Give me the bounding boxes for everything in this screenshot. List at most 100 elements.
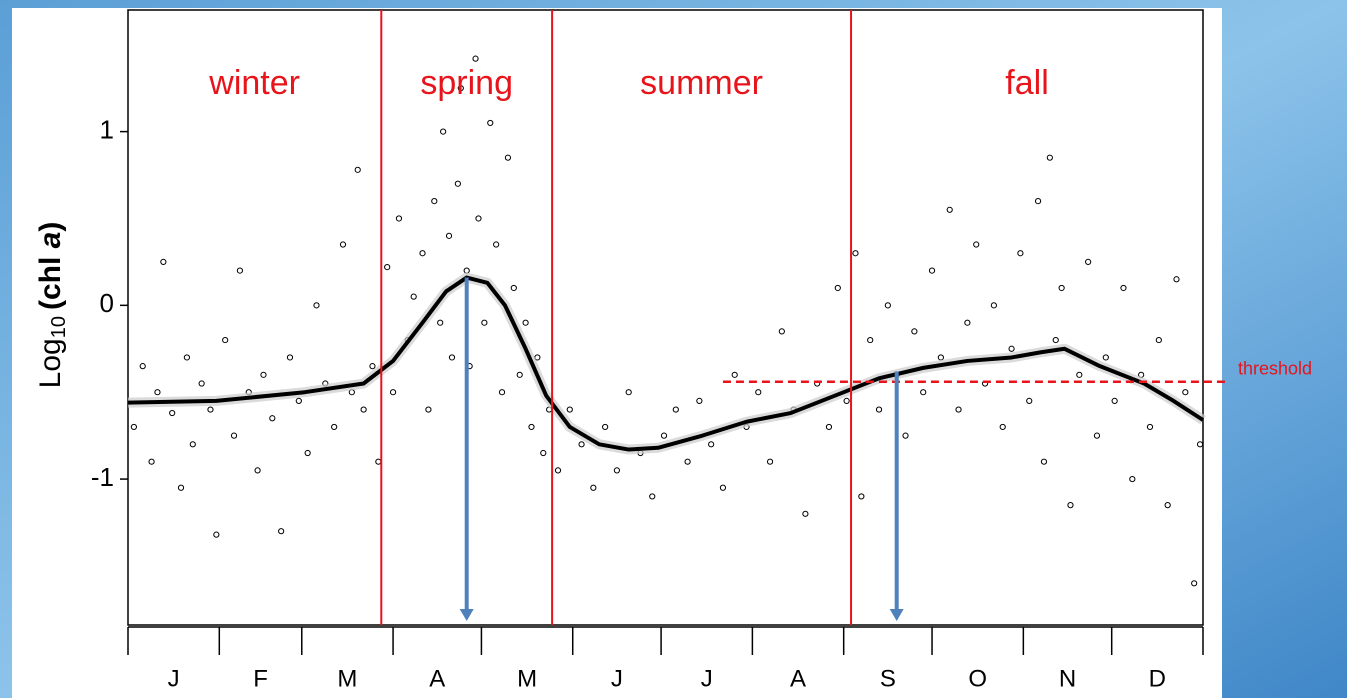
data-point: [852, 250, 859, 257]
data-point: [672, 406, 679, 413]
y-label-base: Log: [34, 338, 67, 388]
data-point: [1155, 336, 1162, 344]
data-point: [875, 406, 883, 413]
data-point: [295, 397, 302, 404]
data-point: [1052, 336, 1059, 344]
x-tick-label: N: [1059, 665, 1076, 692]
data-point: [213, 531, 220, 538]
data-point: [1173, 276, 1180, 283]
data-point: [1034, 198, 1042, 205]
data-point: [169, 409, 176, 417]
data-point: [731, 371, 738, 378]
data-point: [613, 467, 621, 474]
x-tick-label: A: [790, 665, 806, 692]
data-point: [475, 215, 482, 222]
y-axis-label: Log10 (chl a): [34, 222, 70, 389]
data-point: [602, 423, 609, 431]
data-point: [843, 397, 850, 404]
data-point: [660, 432, 668, 439]
data-point: [755, 389, 762, 396]
data-point: [1164, 502, 1171, 509]
data-point: [766, 458, 774, 465]
data-point: [858, 493, 865, 500]
data-point: [177, 484, 185, 491]
data-point: [313, 302, 320, 309]
data-point: [510, 284, 517, 292]
data-point: [154, 389, 161, 396]
x-tick-label: A: [429, 665, 445, 692]
data-point: [540, 449, 547, 457]
data-point: [389, 389, 397, 396]
data-point: [148, 458, 155, 465]
data-point: [528, 423, 535, 431]
data-point: [445, 232, 453, 239]
data-point: [684, 458, 691, 465]
data-point: [160, 258, 167, 266]
season-label: winter: [208, 64, 300, 102]
data-point: [1046, 154, 1053, 161]
data-point: [1111, 397, 1118, 404]
data-point: [286, 354, 294, 361]
data-point: [487, 119, 494, 127]
data-point: [222, 336, 229, 344]
data-point: [189, 441, 196, 448]
y-tick-label: 1: [100, 114, 114, 144]
data-point: [331, 423, 338, 431]
data-point: [472, 55, 479, 62]
arrow-head: [889, 609, 904, 621]
season-label: fall: [1005, 64, 1048, 102]
x-tick-label: M: [517, 665, 537, 692]
season-label: summer: [640, 64, 763, 102]
data-point: [395, 215, 403, 222]
data-point: [649, 493, 656, 500]
data-point: [448, 354, 456, 361]
x-tick-label: D: [1149, 665, 1166, 692]
data-point: [504, 154, 512, 161]
y-label-post: ): [34, 222, 67, 232]
data-point: [236, 267, 244, 274]
data-point: [498, 389, 506, 396]
data-point: [437, 319, 444, 326]
x-tick-label: O: [968, 665, 987, 692]
data-point: [578, 441, 585, 448]
data-point: [1102, 354, 1109, 361]
data-point: [1120, 284, 1127, 292]
data-point: [867, 336, 874, 344]
data-point: [1129, 475, 1136, 483]
data-point: [1196, 441, 1204, 448]
data-point: [928, 267, 936, 274]
plot-frame: [127, 9, 1204, 626]
x-tick-label: F: [253, 665, 268, 692]
data-point: [902, 432, 909, 439]
data-point: [278, 528, 285, 535]
data-point: [419, 250, 426, 257]
y-tick-label: 0: [100, 288, 114, 318]
data-point: [260, 371, 267, 378]
y-label-text: Log10 (chl a): [34, 222, 70, 389]
data-point: [207, 406, 214, 413]
data-point: [304, 449, 311, 457]
data-point: [354, 166, 361, 173]
data-point: [481, 319, 488, 326]
data-point: [920, 389, 927, 396]
data-point: [825, 423, 833, 431]
data-point: [696, 397, 703, 404]
data-point: [360, 406, 367, 413]
threshold-label: threshold: [1238, 359, 1312, 379]
data-point: [522, 319, 529, 326]
y-label-sub: 10: [48, 316, 70, 338]
data-point: [457, 85, 464, 92]
data-point: [516, 371, 523, 378]
data-point: [493, 241, 500, 248]
data-point: [802, 510, 809, 517]
data-point: [554, 467, 562, 474]
data-point: [973, 241, 980, 248]
data-point: [1017, 250, 1024, 257]
x-tick-label: M: [337, 665, 357, 692]
arrow-head: [459, 609, 474, 621]
data-point: [1008, 345, 1015, 352]
data-point: [139, 363, 146, 370]
data-point: [625, 389, 632, 396]
x-tick-label: J: [611, 665, 623, 692]
